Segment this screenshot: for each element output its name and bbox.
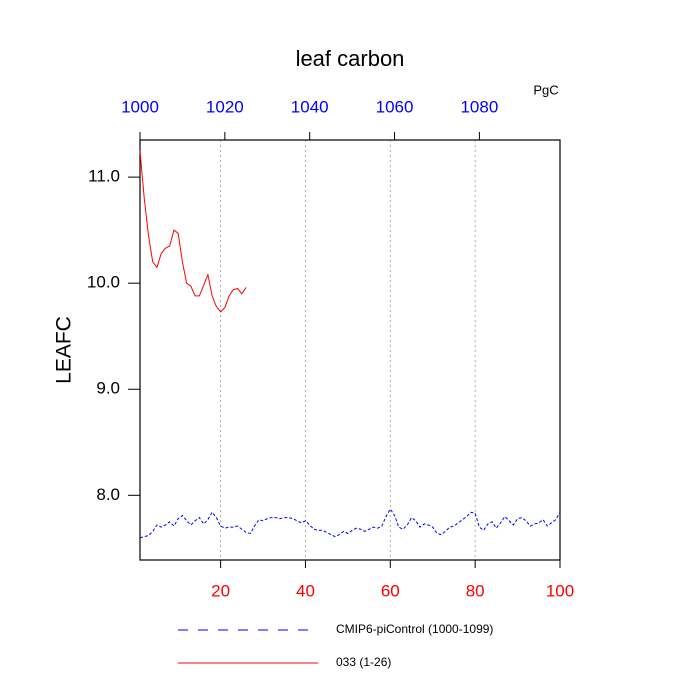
y-tick-label: 8.0	[96, 485, 120, 504]
y-tick-label: 11.0	[88, 167, 120, 186]
x-tick-label: 60	[381, 581, 400, 600]
x2-tick-label: 1080	[460, 97, 498, 116]
x-tick-label: 40	[296, 581, 315, 600]
plot-frame	[139, 139, 561, 561]
x2-tick-label: 1040	[291, 97, 329, 116]
chart-title: leaf carbon	[296, 46, 405, 71]
legend-label: 033 (1-26)	[336, 655, 391, 669]
y-axis-label: LEAFC	[53, 316, 76, 384]
x2-tick-label: 1000	[121, 97, 159, 116]
series-line	[139, 150, 247, 313]
y-tick-label: 9.0	[96, 379, 120, 398]
x2-tick-label: 1020	[206, 97, 244, 116]
x-tick-label: 80	[466, 581, 485, 600]
unit-label: PgC	[533, 82, 558, 97]
x2-tick-label: 1060	[376, 97, 414, 116]
x-tick-label: 100	[546, 581, 574, 600]
x-tick-label: 20	[211, 581, 230, 600]
y-tick-label: 10.0	[87, 273, 120, 292]
legend-label: CMIP6-piControl (1000-1099)	[336, 622, 493, 636]
series-line	[139, 508, 561, 539]
